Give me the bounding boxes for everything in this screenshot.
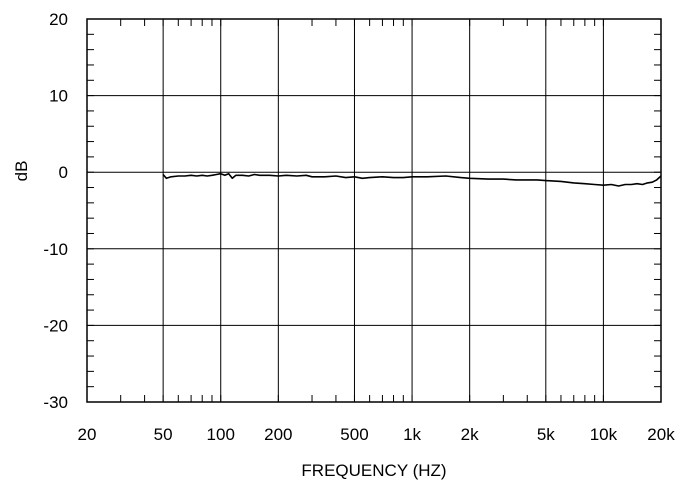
x-tick-label: 500 — [340, 425, 368, 444]
x-tick-label: 1k — [403, 425, 421, 444]
y-axis-title: dB — [12, 161, 31, 182]
x-tick-label: 100 — [207, 425, 235, 444]
plot-frame — [86, 18, 662, 403]
series-layer — [162, 172, 662, 187]
x-tick-label: 10k — [590, 425, 618, 444]
minor-ticks — [86, 18, 662, 403]
y-tick-label: -10 — [43, 240, 68, 259]
y-tick-label: 0 — [59, 163, 68, 182]
x-tick-label: 20k — [647, 425, 675, 444]
x-tick-labels: 20 50 100 200 500 1k 2k 5k 10k 20k — [78, 425, 676, 444]
y-tick-label: 10 — [49, 87, 68, 106]
y-tick-labels: 20 10 0 -10 -20 -30 — [43, 10, 68, 412]
x-tick-label: 50 — [154, 425, 173, 444]
x-axis-title: FREQUENCY (HZ) — [301, 461, 446, 480]
x-tick-label: 200 — [264, 425, 292, 444]
y-tick-label: -20 — [43, 316, 68, 335]
response-curve — [162, 172, 662, 187]
x-tick-label: 2k — [461, 425, 479, 444]
y-tick-label: -30 — [43, 393, 68, 412]
y-tick-label: 20 — [49, 10, 68, 29]
grid-lines — [86, 18, 662, 403]
x-tick-label: 5k — [537, 425, 555, 444]
x-tick-label: 20 — [78, 425, 97, 444]
